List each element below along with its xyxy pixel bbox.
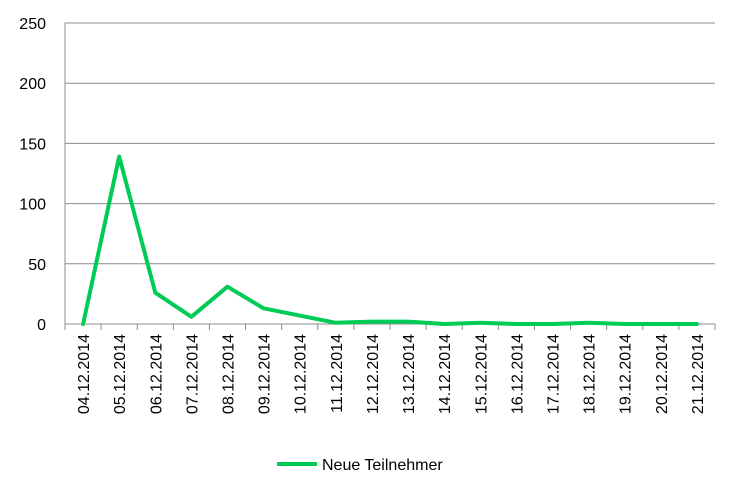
x-tick-label: 14.12.2014	[437, 334, 454, 414]
gridlines	[65, 22, 715, 325]
x-tick-label: 10.12.2014	[293, 334, 310, 414]
x-tick-label: 05.12.2014	[112, 334, 129, 414]
x-tick-label: 11.12.2014	[329, 334, 346, 413]
x-tick-label: 17.12.2014	[546, 334, 563, 414]
y-tick-label: 0	[37, 317, 46, 334]
x-tick-label: 04.12.2014	[76, 334, 93, 414]
y-tick-label: 150	[19, 136, 46, 153]
x-tick-label: 20.12.2014	[654, 334, 671, 414]
x-tick-label: 08.12.2014	[221, 334, 238, 414]
series-group	[81, 154, 699, 326]
x-tick-label: 16.12.2014	[509, 334, 526, 414]
x-tick-label: 09.12.2014	[257, 334, 274, 414]
legend-label: Neue Teilnehmer	[322, 457, 443, 474]
x-tick-label: 07.12.2014	[184, 334, 201, 414]
x-tick-label: 19.12.2014	[618, 334, 635, 414]
x-tick-label: 21.12.2014	[690, 334, 707, 414]
x-tick-label: 15.12.2014	[473, 334, 490, 414]
series-line	[81, 154, 699, 326]
x-tick-label: 06.12.2014	[148, 334, 165, 414]
x-tick-label: 13.12.2014	[401, 334, 418, 414]
y-axis: 0 50 100 150 200 250	[19, 16, 66, 334]
x-tick-label: 18.12.2014	[582, 334, 599, 414]
x-axis: 04.12.2014 05.12.2014 06.12.2014 07.12.2014…	[64, 324, 716, 414]
y-tick-label: 50	[28, 257, 46, 274]
y-tick-label: 250	[19, 16, 46, 33]
y-tick-label: 200	[19, 76, 46, 93]
y-tick-label: 100	[19, 197, 46, 214]
x-tick-label: 12.12.2014	[365, 334, 382, 414]
legend: Neue Teilnehmer	[277, 457, 443, 474]
